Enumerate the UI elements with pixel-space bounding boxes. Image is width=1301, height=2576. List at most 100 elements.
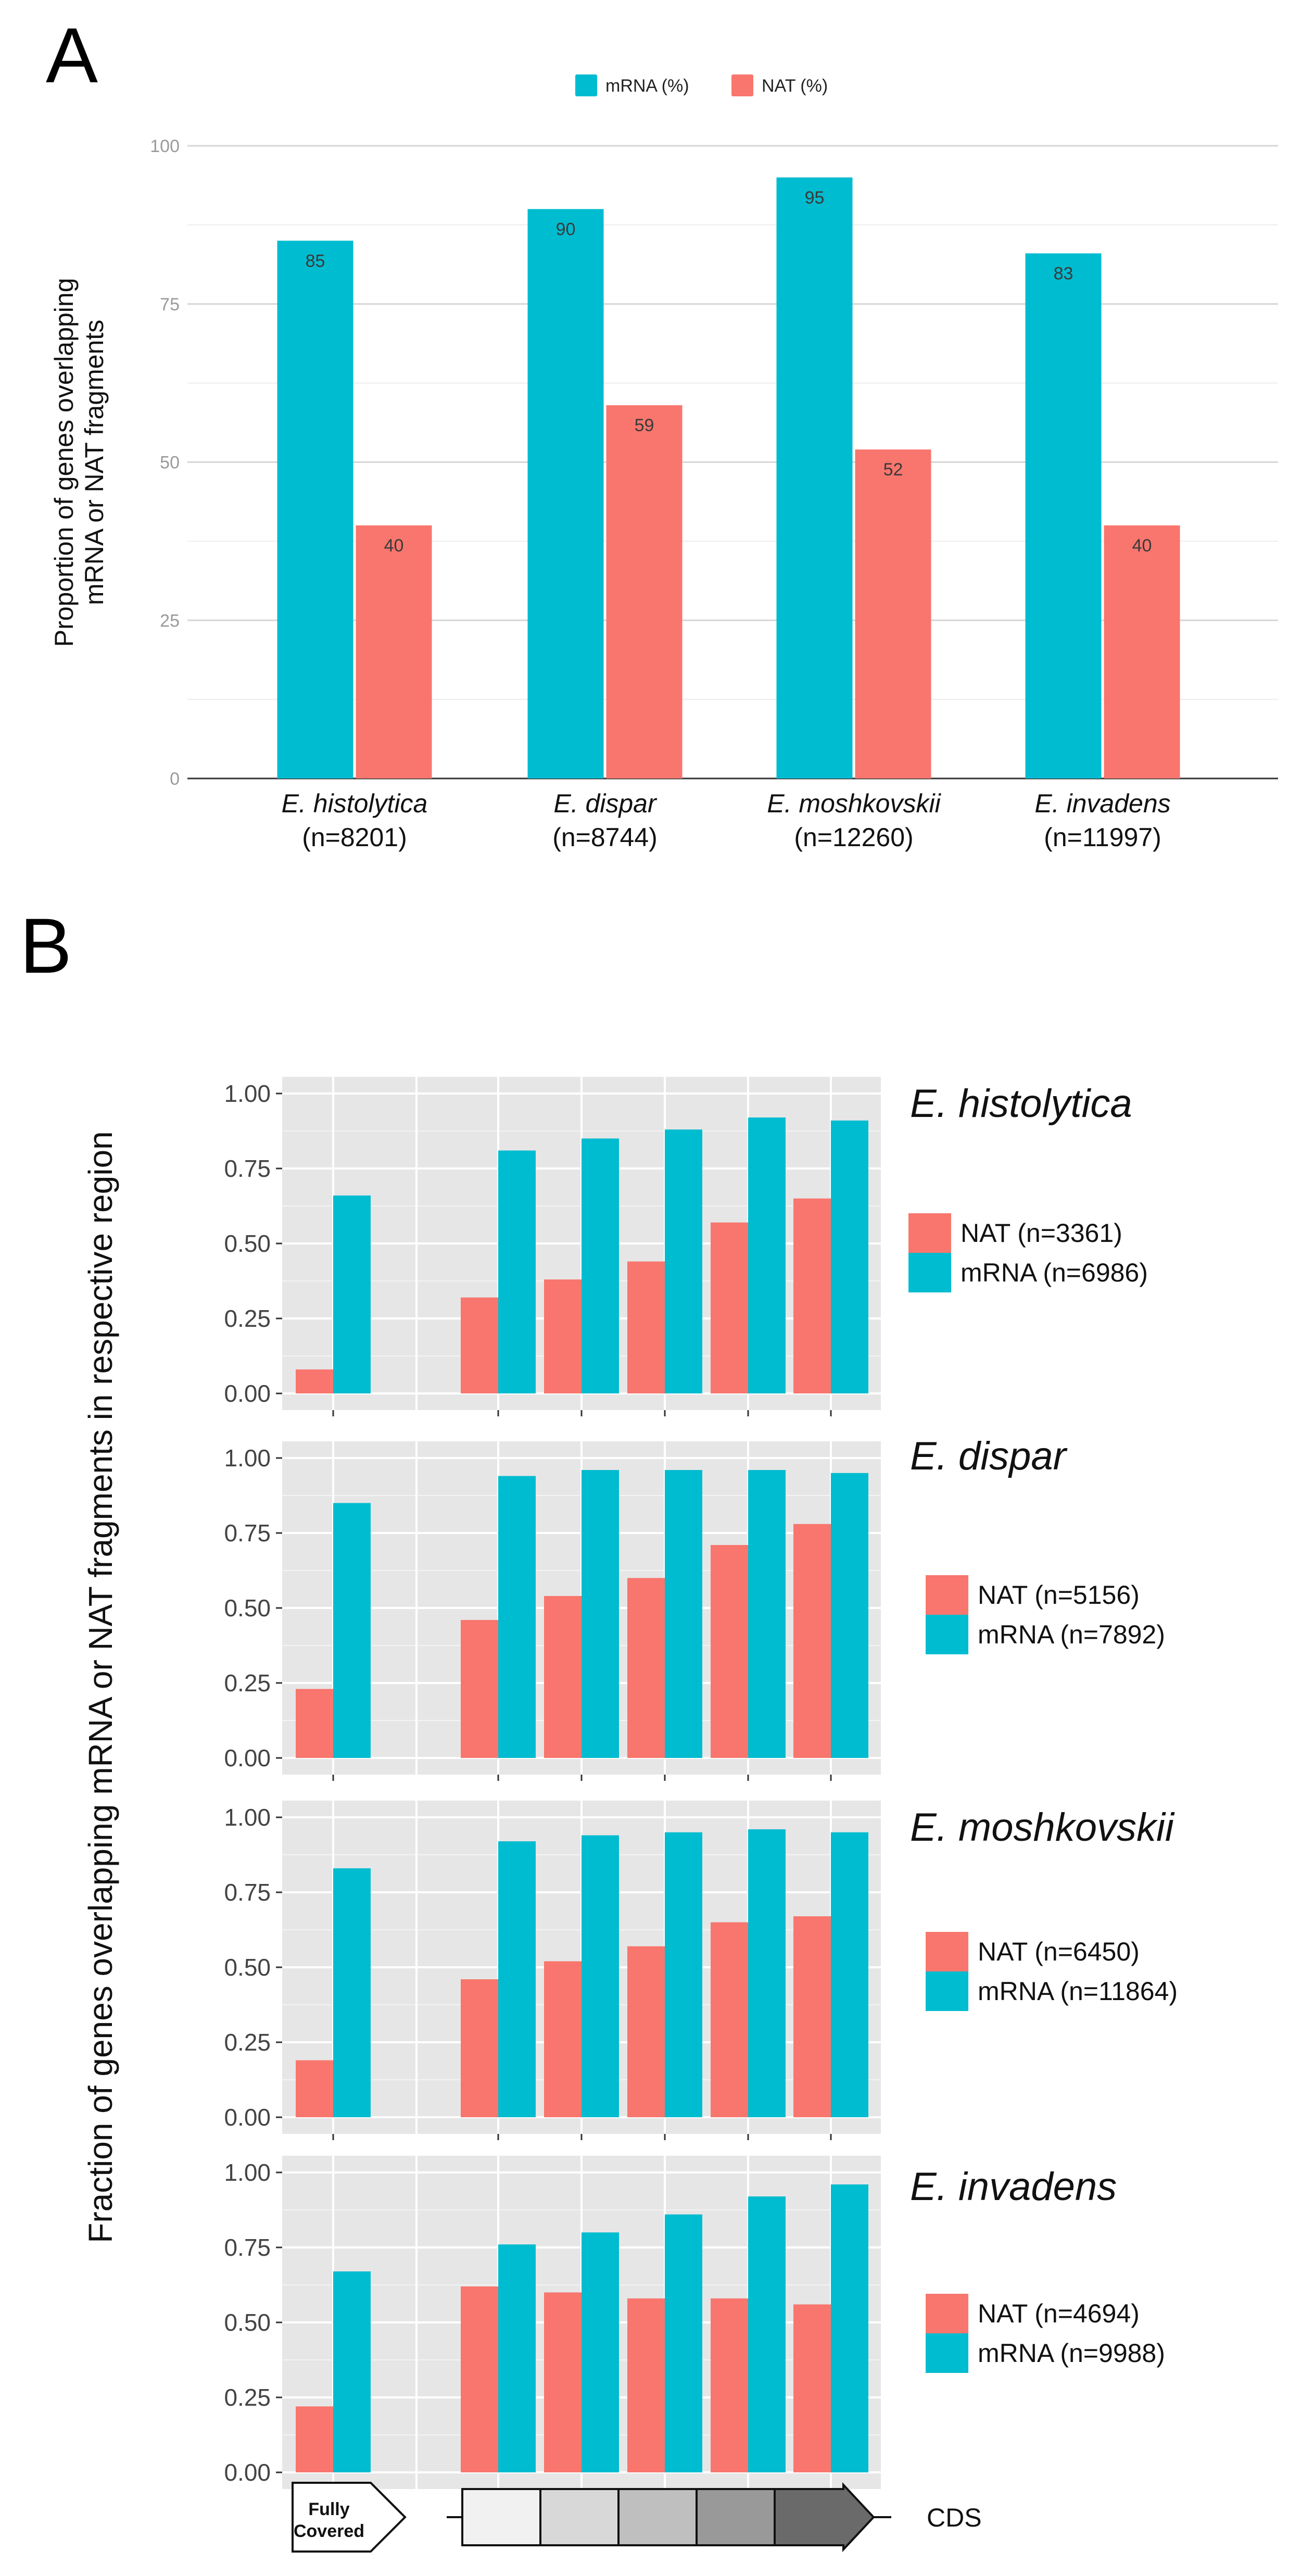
legend-swatch-mrna-3: [926, 2333, 968, 2373]
bar-mrna-2-5: [831, 1832, 868, 2117]
x-category-name-1: E. dispar: [553, 789, 658, 818]
facet-1: 0.00 0.25 0.50 0.75 1.00 E. dispar NAT (n=5156…: [224, 1434, 1165, 1781]
cds-label: CDS: [927, 2503, 982, 2532]
bar-mrna-3-2: [582, 2232, 619, 2472]
legend-label-mrna-3: mRNA (n=9988): [978, 2339, 1165, 2368]
bar-mrna-2-1: [498, 1841, 536, 2117]
x-category-n-2: (n=12260): [794, 823, 913, 852]
bar-mrna-0-3: [665, 1129, 702, 1393]
bar-mrna-0-5: [831, 1120, 868, 1393]
x-category-name-2: E. moshkovskii: [767, 789, 941, 818]
data-label-nat-0: 40: [384, 536, 404, 556]
bar-mrna-3-3: [665, 2214, 702, 2472]
bar-mrna-0-4: [748, 1117, 786, 1393]
data-label-mrna-2: 95: [805, 188, 825, 208]
cds-region-2: [539, 2488, 620, 2546]
x-category-n-3: (n=11997): [1044, 823, 1161, 852]
y-tick-label-b: 0.25: [224, 1305, 271, 1332]
bar-mrna-1-5: [831, 1473, 868, 1758]
y-tick-label-b: 0.00: [224, 2104, 271, 2131]
bar-nat-2: [855, 449, 931, 778]
bar-nat-3-0: [296, 2406, 333, 2472]
legend-swatch-mrna-0: [908, 1253, 951, 1292]
legend-label-a-1: NAT (%): [762, 76, 828, 96]
y-tick-label-a: 50: [160, 453, 180, 473]
facet-title-2: E. moshkovskii: [910, 1805, 1175, 1850]
legend-label-nat-2: NAT (n=6450): [978, 1937, 1140, 1966]
facet-2: 0.00 0.25 0.50 0.75 1.00 E. moshkovskii NAT (n…: [224, 1801, 1178, 2140]
bar-mrna-0: [277, 241, 353, 778]
cds-region-5: [774, 2482, 875, 2553]
legend-label-nat-3: NAT (n=4694): [978, 2299, 1140, 2328]
bar-mrna-2-3: [665, 1832, 702, 2117]
bar-mrna-2-2: [582, 1835, 619, 2117]
x-category-name-0: E. histolytica: [282, 789, 428, 818]
bar-nat-0-3: [627, 1261, 665, 1393]
y-tick-label-b: 1.00: [224, 2159, 271, 2186]
y-axis-label-a-line: Proportion of genes overlapping: [49, 278, 79, 647]
chart-a: mRNA (%) NAT (%) 0 25 50 75 100 Proportion of g…: [49, 74, 1278, 852]
facet-0: 0.00 0.25 0.50 0.75 1.00 E. histolytica NAT (n…: [224, 1077, 1148, 1416]
bar-nat-1-2: [544, 1595, 582, 1758]
data-label-mrna-3: 83: [1054, 264, 1073, 284]
legend-swatch-nat-2: [926, 1932, 968, 1971]
bar-nat-2-1: [461, 1979, 498, 2117]
bar-mrna-1: [527, 209, 604, 778]
y-tick-label-b: 0.25: [224, 2029, 271, 2056]
bar-nat-2-5: [793, 1916, 831, 2117]
bar-mrna-3-5: [831, 2184, 868, 2472]
bar-nat-1-5: [793, 1524, 831, 1758]
cds-region-1: [461, 2488, 541, 2546]
legend-swatch-a-1: [731, 74, 753, 96]
y-tick-label-b: 1.00: [224, 1080, 271, 1107]
bar-mrna-3-4: [748, 2196, 786, 2472]
fully-covered-label-line1: Fully: [308, 2499, 349, 2519]
x-category-name-3: E. invadens: [1034, 789, 1170, 818]
bar-nat-2-2: [544, 1961, 582, 2117]
y-tick-label-b: 0.00: [224, 1744, 271, 1771]
bar-mrna-2-4: [748, 1829, 786, 2117]
bar-mrna-0-0: [333, 1195, 371, 1393]
bar-nat-2-3: [627, 1946, 665, 2117]
y-tick-label-b: 0.50: [224, 2309, 271, 2336]
facet-3: 0.00 0.25 0.50 0.75 1.00 E. invadens NAT (n=46…: [224, 2156, 1165, 2495]
bar-mrna-1-2: [582, 1470, 619, 1758]
legend-label-mrna-2: mRNA (n=11864): [978, 1977, 1178, 2006]
facet-title-1: E. dispar: [910, 1434, 1068, 1478]
facet-title-3: E. invadens: [910, 2165, 1117, 2209]
data-label-nat-3: 40: [1132, 536, 1152, 556]
y-axis-label-b: Fraction of genes overlapping mRNA or NA…: [82, 1131, 119, 2243]
cds-region-4: [696, 2488, 776, 2546]
bar-mrna-0-1: [498, 1150, 536, 1393]
data-label-mrna-0: 85: [306, 251, 325, 271]
bar-nat-3: [1104, 525, 1180, 778]
bar-nat-2-0: [296, 2060, 333, 2117]
legend-swatch-a-0: [575, 74, 597, 96]
bar-nat-0-1: [461, 1297, 498, 1393]
bar-nat-0-4: [711, 1222, 748, 1393]
x-category-n-1: (n=8744): [552, 823, 658, 852]
y-tick-label-b: 0.75: [224, 2234, 271, 2261]
facet-title-0: E. histolytica: [910, 1082, 1132, 1126]
bar-mrna-3-1: [498, 2244, 536, 2472]
legend-label-a-0: mRNA (%): [605, 76, 689, 96]
bar-mrna-1-3: [665, 1470, 702, 1758]
y-tick-label-b: 0.75: [224, 1519, 271, 1547]
legend-label-nat-1: NAT (n=5156): [978, 1580, 1140, 1610]
y-tick-label-b: 1.00: [224, 1804, 271, 1831]
bar-nat-1-3: [627, 1578, 665, 1758]
bar-nat-0-5: [793, 1198, 831, 1393]
bar-nat-0-0: [296, 1369, 333, 1393]
legend-label-nat-0: NAT (n=3361): [961, 1218, 1122, 1248]
y-tick-label-b: 0.50: [224, 1954, 271, 1981]
bar-mrna-2-0: [333, 1868, 371, 2117]
bar-nat-3-5: [793, 2304, 831, 2472]
legend-swatch-nat-0: [908, 1213, 951, 1253]
legend-swatch-nat-1: [926, 1575, 968, 1615]
chart-b: Fraction of genes overlapping mRNA or NA…: [82, 1077, 1178, 2495]
data-label-mrna-1: 90: [556, 220, 576, 240]
data-label-nat-1: 59: [635, 416, 654, 435]
y-tick-label-b: 1.00: [224, 1444, 271, 1472]
